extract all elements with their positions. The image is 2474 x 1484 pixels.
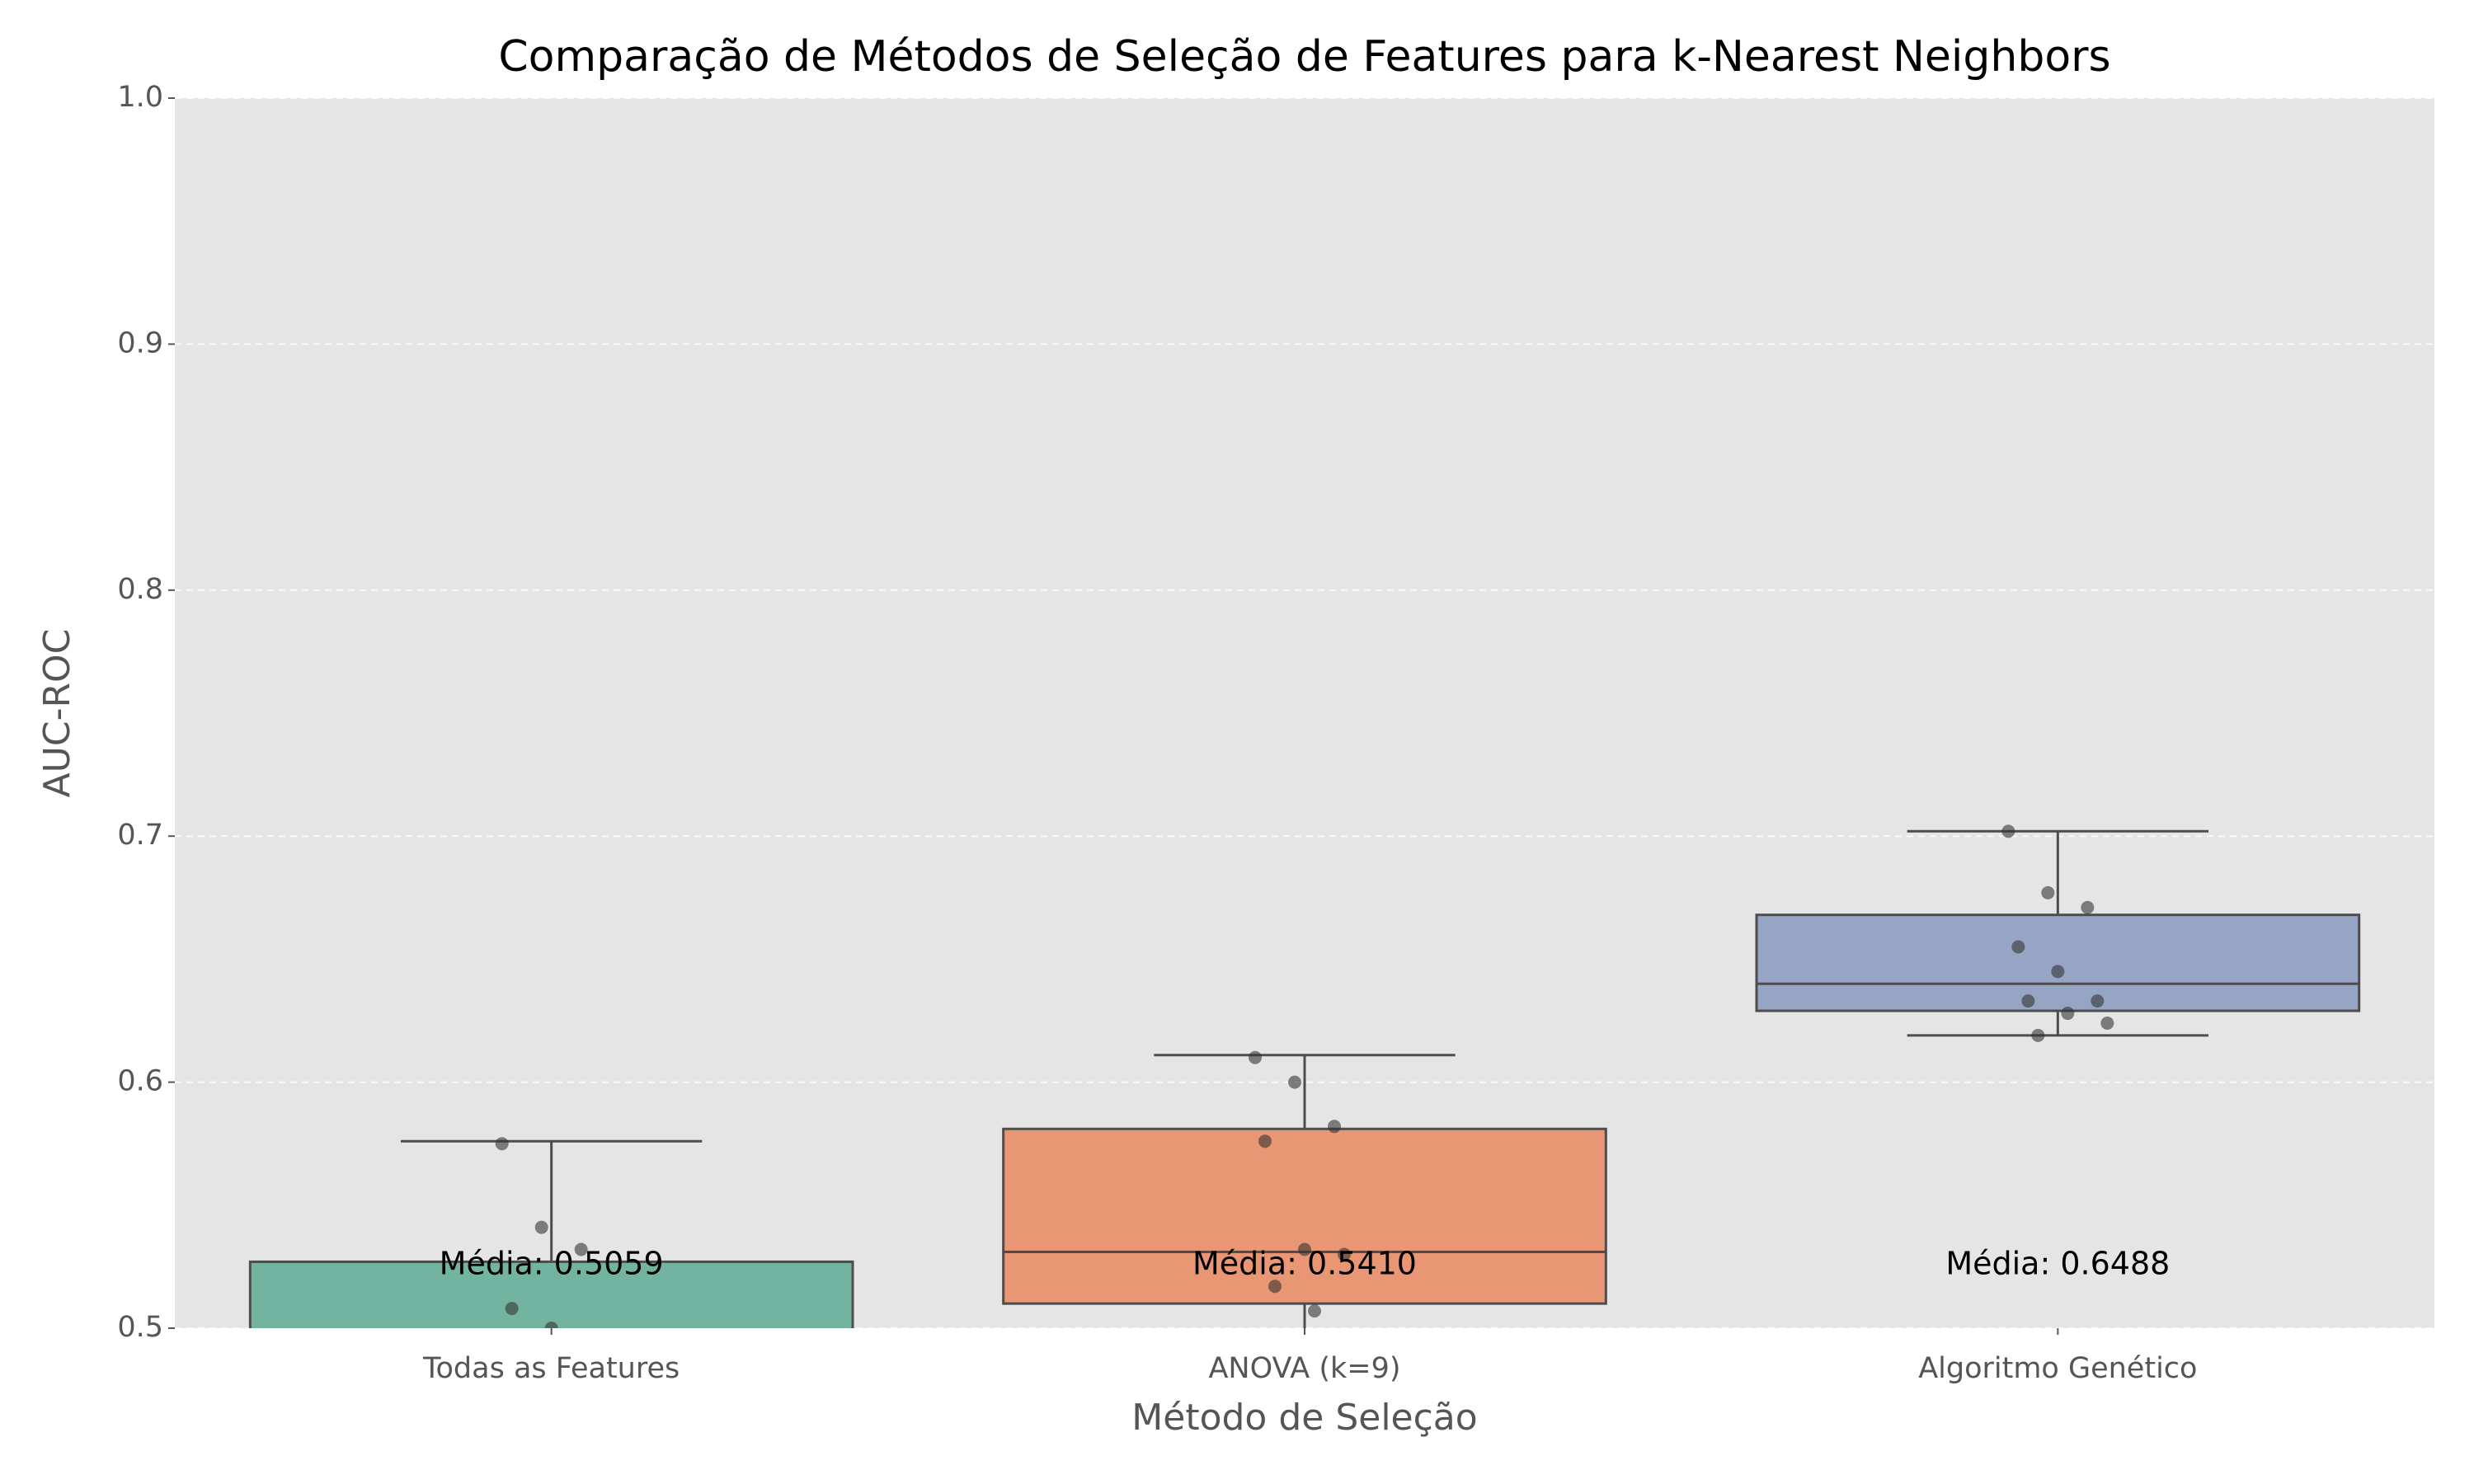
data-point [2100,1016,2114,1030]
data-point [1249,1050,1262,1064]
y-tick-label: 0.7 [117,819,163,852]
data-point [1338,1247,1351,1261]
data-point [544,1322,558,1328]
data-point [2001,824,2015,838]
data-point [2091,994,2105,1008]
data-point [2021,994,2035,1008]
data-point [2061,1007,2075,1021]
y-tick-label: 0.5 [117,1311,163,1344]
data-point [1308,1304,1321,1318]
plot-layer [175,98,2434,1328]
y-tick-label: 0.6 [117,1065,163,1098]
y-tick-label: 1.0 [117,81,163,114]
mean-label: Média: 0.5410 [1192,1246,1417,1282]
x-tick-label: ANOVA (k=9) [1208,1352,1400,1385]
data-point [2011,940,2025,954]
data-point [1258,1134,1272,1148]
x-tick-label: Todas as Features [422,1352,680,1385]
data-point [495,1137,509,1151]
y-axis-label: AUC-ROC [36,629,78,798]
data-point [1288,1075,1301,1089]
mean-label: Média: 0.5059 [440,1246,664,1282]
data-point [2031,1028,2045,1042]
data-point [505,1302,519,1316]
chart-title: Comparação de Métodos de Seleção de Feat… [498,32,2110,82]
box [1002,1127,1607,1305]
data-point [2081,900,2095,914]
y-tick-label: 0.9 [117,326,163,359]
mean-label: Média: 0.6488 [1945,1246,2170,1282]
data-point [1328,1120,1341,1134]
data-point [2041,885,2055,899]
box [1755,913,2361,1012]
y-tick-label: 0.8 [117,573,163,606]
data-point [1268,1280,1282,1294]
data-point [2051,965,2065,979]
box [248,1260,854,1328]
data-point [534,1220,548,1234]
data-point [1298,1242,1311,1256]
x-axis-label: Método de Seleção [1131,1397,1477,1439]
x-tick-label: Algoritmo Genético [1918,1352,2197,1385]
data-point [574,1242,588,1256]
